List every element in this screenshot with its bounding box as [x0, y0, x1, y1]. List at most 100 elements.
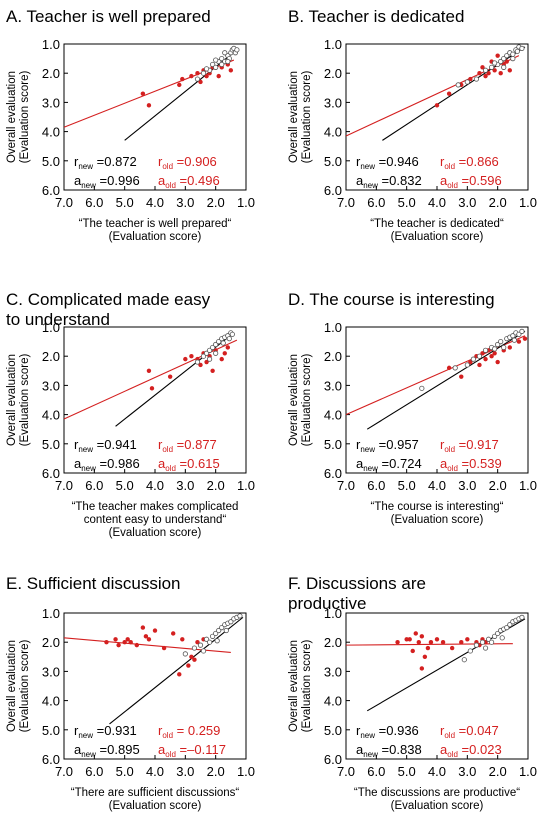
y-tick-label: 1.0 [42, 606, 60, 621]
stat-r-new: rnew =0.931 [74, 723, 137, 740]
data-point-new [479, 639, 486, 645]
y-tick-label: 5.0 [42, 723, 60, 738]
data-point-new [210, 61, 216, 68]
panel-title: B. Teacher is dedicated [288, 7, 464, 26]
stat-a-new: anew =0.996 [74, 173, 140, 190]
x-tick-label: 4.0 [146, 195, 164, 210]
data-point-old [116, 642, 121, 648]
x-tick-label: 5.0 [116, 195, 134, 210]
data-point-old [498, 71, 503, 76]
data-point-old [459, 374, 464, 379]
panel-d: D. The course is interesting 1.0 2.0 3.0 4.0… [288, 290, 537, 526]
data-point-old [204, 73, 209, 79]
data-point-new [203, 636, 210, 642]
data-point-new [498, 338, 504, 345]
x-axis-label: (Evaluation score) [109, 800, 202, 812]
regression-line-new [124, 49, 238, 141]
data-point-old [434, 637, 440, 642]
stat-r-new: rnew =0.936 [356, 723, 419, 740]
panel-title: A. Teacher is well prepared [6, 7, 211, 26]
y-tick-label: 5.0 [42, 437, 60, 452]
data-point-new [182, 651, 188, 657]
panel-title: productive [288, 594, 366, 613]
data-point-old [189, 654, 194, 659]
y-tick-label: 1.0 [324, 320, 342, 335]
x-axis-label: (Evaluation score) [391, 514, 484, 526]
x-tick-label: 6.0 [85, 764, 103, 779]
x-tick-label: 4.0 [146, 478, 164, 493]
data-point-old [198, 79, 203, 85]
data-point-new [511, 337, 517, 343]
x-axis-label: “The teacher makes complicated [72, 501, 239, 513]
data-point-new [519, 328, 525, 334]
y-tick-label: 2.0 [42, 349, 60, 364]
x-tick-label: 4.0 [146, 764, 164, 779]
x-tick-label: 2.0 [207, 478, 225, 493]
data-point-new [213, 341, 219, 348]
x-tick-label: 6.0 [85, 478, 103, 493]
data-point-old [425, 645, 431, 651]
y-axis-label: (Evaluation score) [301, 353, 313, 446]
data-point-old [468, 359, 473, 365]
x-tick-label: 5.0 [398, 764, 416, 779]
y-tick-label: 2.0 [42, 635, 60, 650]
data-point-new [510, 55, 516, 62]
x-tick-label: 2.0 [207, 764, 225, 779]
data-point-old [492, 68, 497, 73]
x-tick-label: 1.0 [519, 195, 537, 210]
data-point-old [495, 53, 500, 58]
data-point-new [200, 353, 207, 359]
data-point-new [197, 642, 204, 648]
x-tick-label: 2.0 [489, 195, 507, 210]
data-point-new [461, 657, 467, 663]
data-point-new [219, 61, 225, 68]
y-tick-label: 4.0 [42, 694, 60, 709]
stat-r-old: rold =0.917 [440, 437, 499, 454]
stat-a-old: aold =0.496 [158, 173, 220, 190]
data-point-new [226, 336, 232, 342]
x-tick-label: 6.0 [367, 764, 385, 779]
y-tick-label: 4.0 [324, 125, 342, 140]
x-tick-label: 2.0 [207, 195, 225, 210]
data-point-new [219, 55, 225, 62]
data-point-old [210, 368, 215, 373]
y-tick-label: 6.0 [324, 466, 342, 481]
x-tick-label: 5.0 [398, 195, 416, 210]
data-point-old [134, 642, 139, 648]
x-tick-label: 3.0 [176, 195, 194, 210]
data-point-old [446, 365, 452, 371]
panel-title: E. Sufficient discussion [6, 574, 181, 593]
data-point-new [473, 642, 480, 648]
data-point-old [449, 645, 455, 651]
data-point-new [482, 645, 489, 651]
x-tick-label: 3.0 [458, 764, 476, 779]
data-point-new [464, 79, 470, 85]
stat-a-old: aold =0.023 [440, 742, 502, 759]
data-point-new [203, 350, 210, 356]
y-tick-label: 4.0 [324, 694, 342, 709]
y-axis-label: Overall evaluation [6, 354, 18, 446]
y-tick-label: 5.0 [324, 154, 342, 169]
x-axis-label: (Evaluation score) [109, 527, 202, 539]
x-tick-label: 6.0 [367, 195, 385, 210]
data-point-old [186, 663, 191, 668]
y-tick-label: 2.0 [42, 66, 60, 81]
data-point-old [440, 640, 446, 645]
y-axis-label: Overall evaluation [6, 71, 18, 163]
y-tick-label: 4.0 [42, 125, 60, 140]
data-point-old [113, 637, 118, 642]
data-point-new [492, 346, 498, 352]
data-point-old [171, 631, 176, 636]
regression-line-old [345, 643, 513, 646]
data-point-new [214, 638, 220, 644]
data-point-new [216, 627, 222, 634]
data-point-old [486, 71, 491, 76]
stat-a-new: anew =0.832 [356, 173, 422, 190]
data-point-new [510, 51, 516, 57]
data-point-old [180, 76, 185, 82]
data-point-new [482, 347, 489, 353]
data-point-new [504, 624, 510, 631]
data-point-old [507, 345, 512, 350]
stat-r-old: rold =0.866 [440, 154, 499, 171]
